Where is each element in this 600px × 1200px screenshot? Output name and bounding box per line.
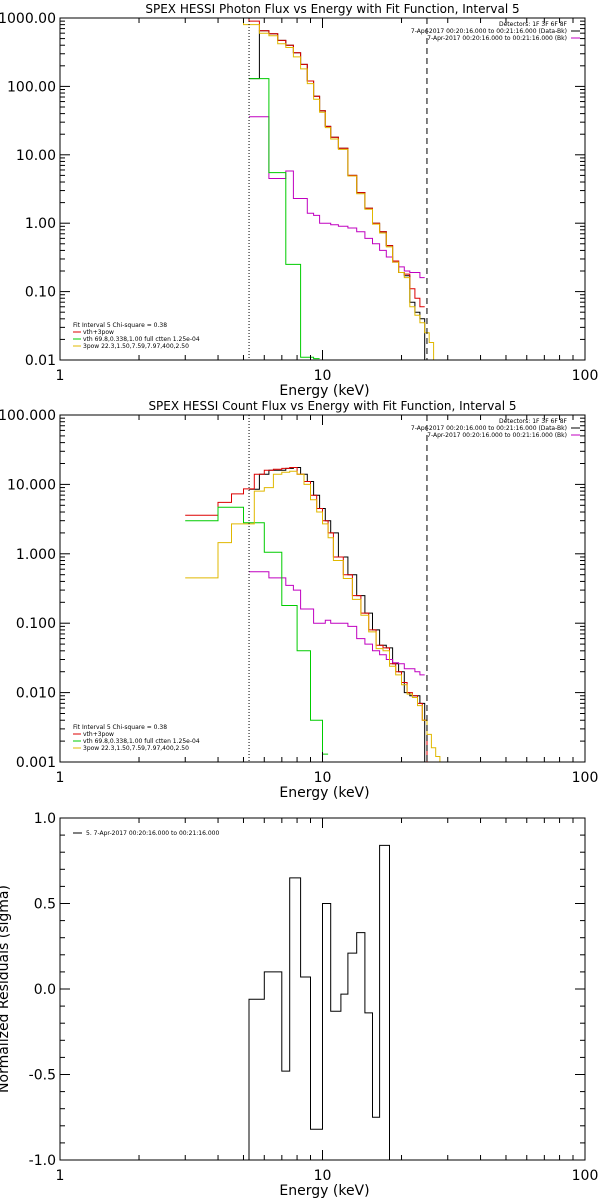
plot-frame	[59, 17, 586, 361]
count-flux-panel: SPEX HESSI Count Flux vs Energy with Fit…	[0, 399, 598, 801]
legend-bottom-entry: vth+3pow	[83, 329, 114, 336]
x-tick-label: 100	[572, 770, 599, 786]
plot-frame	[59, 414, 586, 763]
y-tick-label: 10.00	[16, 148, 56, 164]
series-group	[181, 18, 439, 360]
legend-bottom-entry: 3pow 22.3,1.50,7.59,7.97,400,2.50	[83, 343, 189, 350]
legend-top-entry: 7-Apr-2017 00:20:16.000 to 00:21:16.000 …	[411, 28, 567, 35]
legend-bottom-entry: vth 69.8,0.338,1.00 full ctten 1.25e-04	[83, 738, 200, 745]
legend-top-entry: 7-Apr-2017 00:20:16.000 to 00:21:16.000 …	[427, 35, 567, 42]
y-tick-label: 0.10	[25, 285, 56, 301]
x-tick-label: 10	[314, 770, 332, 786]
series-line-4	[181, 18, 439, 360]
x-axis-label: Energy (keV)	[279, 785, 369, 801]
legend-bottom-entry: vth 69.8,0.338,1.00 full ctten 1.25e-04	[83, 336, 200, 343]
y-tick-label: -0.5	[29, 1068, 56, 1084]
series-line-2	[194, 18, 425, 308]
y-tick-label: 10.000	[7, 477, 56, 493]
x-tick-label: 10	[314, 1168, 332, 1184]
series-line-0	[248, 844, 390, 1160]
y-tick-label: 0.010	[16, 686, 56, 702]
y-tick-label: 100.00	[7, 79, 56, 95]
chart-title: SPEX HESSI Photon Flux vs Energy with Fi…	[145, 2, 519, 16]
series-line-2	[185, 467, 428, 762]
series-line-0	[249, 30, 426, 360]
y-tick-label: 0.100	[16, 616, 56, 632]
series-line-1	[249, 571, 425, 676]
y-tick-label: 1.000	[16, 547, 56, 563]
chart-title: SPEX HESSI Count Flux vs Energy with Fit…	[148, 399, 516, 413]
x-tick-label: 1	[56, 770, 65, 786]
series-line-3	[185, 506, 329, 755]
y-axis-label: Normalized Residuals (sigma)	[0, 885, 12, 1093]
legend-bottom-entry: vth+3pow	[83, 731, 114, 738]
y-tick-label: 0.5	[34, 897, 56, 913]
x-tick-label: 100	[572, 1168, 599, 1184]
legend-top-entry: 7-Apr-2017 00:20:16.000 to 00:21:16.000 …	[411, 425, 567, 432]
x-axis-label: Energy (keV)	[279, 383, 369, 399]
x-tick-label: 1	[56, 1168, 65, 1184]
residuals-panel: 1 10 100 Energy (keV) 1.0 0.5 0.0 -0.5 -1.0 Norma…	[0, 811, 598, 1199]
legend-top-entry: Detectors: 1F 3F 6F 8F	[499, 418, 568, 425]
legend-bottom-entry: Fit Interval 5 Chi-square = 0.38	[73, 322, 167, 329]
legend-entry: 5. 7-Apr-2017 00:20:16.000 to 00:21:16.0…	[86, 830, 219, 837]
y-tick-label: -1.0	[29, 1153, 56, 1169]
y-tick-label: 1.00	[25, 216, 56, 232]
series-line-1	[249, 116, 425, 279]
x-tick-label: 10	[314, 368, 332, 384]
series-group	[248, 844, 390, 1160]
series-group	[185, 467, 441, 762]
legend-top-entry: 7-Apr-2017 00:20:16.000 to 00:21:16.000 …	[427, 432, 567, 439]
y-tick-label: 0.01	[25, 353, 56, 369]
photon-flux-panel: SPEX HESSI Photon Flux vs Energy with Fi…	[0, 2, 598, 399]
legend-bottom-entry: Fit Interval 5 Chi-square = 0.38	[73, 724, 167, 731]
y-tick-label: 1000.00	[0, 11, 56, 27]
y-tick-label: 1.0	[34, 811, 56, 827]
series-line-3	[249, 78, 320, 360]
y-tick-label: 0.001	[16, 755, 56, 771]
y-tick-label: 100.000	[0, 408, 56, 424]
series-line-0	[249, 467, 426, 762]
y-tick-label: 0.0	[34, 982, 56, 998]
series-line-4	[185, 470, 441, 762]
x-axis-label: Energy (keV)	[279, 1183, 369, 1199]
legend-top-entry: Detectors: 1F 3F 6F 8F	[499, 21, 568, 28]
x-tick-label: 1	[56, 368, 65, 384]
x-tick-label: 100	[572, 368, 599, 384]
legend-bottom-entry: 3pow 22.3,1.50,7.59,7.97,400,2.50	[83, 745, 189, 752]
